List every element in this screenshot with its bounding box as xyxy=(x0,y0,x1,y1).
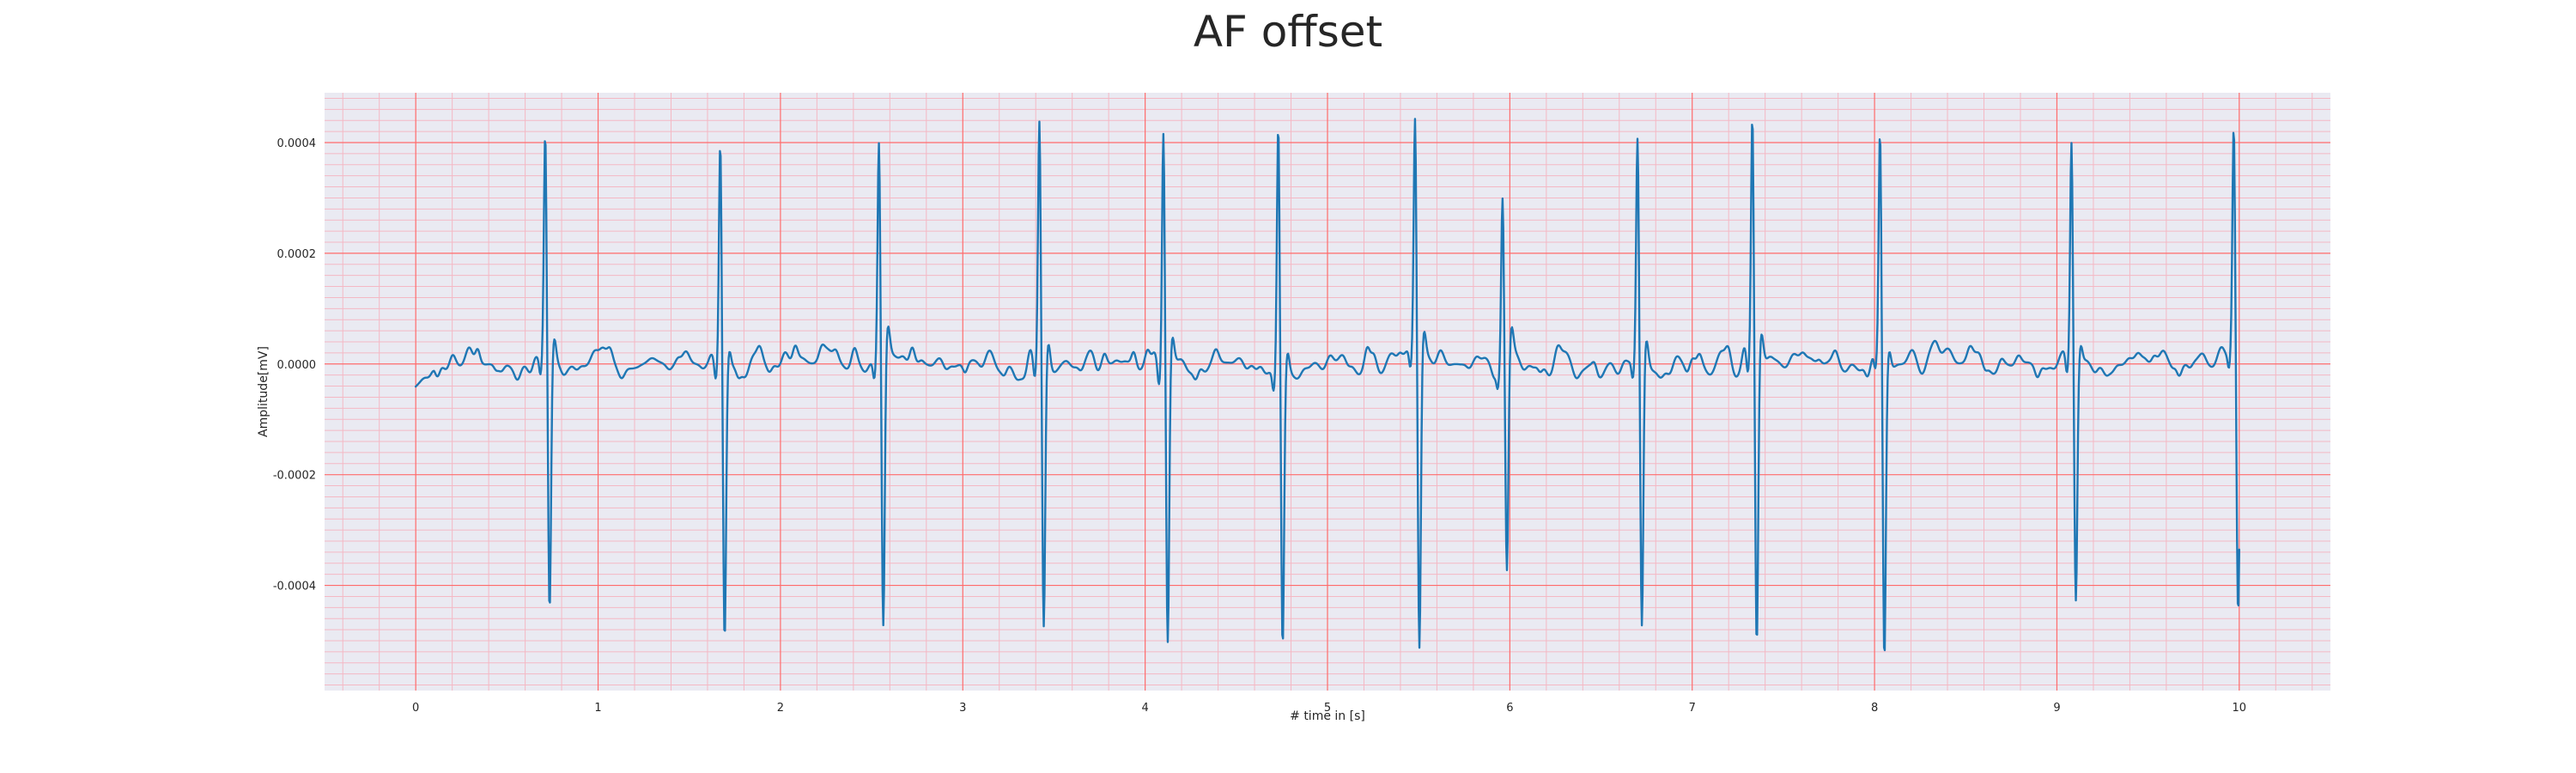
x-tick-label: 7 xyxy=(1689,702,1696,715)
x-axis-ticks: 0 1 2 3 4 5 6 7 8 9 10 xyxy=(412,702,2246,715)
x-tick-label: 4 xyxy=(1141,702,1148,715)
y-axis-label: Amplitude[mV] xyxy=(257,346,270,437)
chart-title: AF offset xyxy=(1194,7,1382,57)
x-tick-label: 9 xyxy=(2053,702,2060,715)
y-tick-label: 0.0004 xyxy=(277,137,317,150)
x-tick-label: 0 xyxy=(412,702,419,715)
x-tick-label: 3 xyxy=(959,702,966,715)
x-tick-label: 5 xyxy=(1324,702,1331,715)
y-tick-label: 0.0002 xyxy=(277,248,317,261)
x-tick-label: 8 xyxy=(1871,702,1878,715)
x-tick-label: 6 xyxy=(1506,702,1513,715)
y-tick-label: 0.0000 xyxy=(277,359,317,372)
y-tick-label: -0.0004 xyxy=(273,581,316,593)
major-grid xyxy=(325,93,2330,691)
x-tick-label: 1 xyxy=(594,702,601,715)
x-axis-label: # time in [s] xyxy=(1290,709,1365,723)
y-axis-ticks: -0.0004 -0.0002 0.0000 0.0002 0.0004 xyxy=(273,137,316,593)
ecg-signal-line xyxy=(414,118,2241,652)
x-tick-label: 2 xyxy=(777,702,784,715)
x-tick-label: 10 xyxy=(2233,702,2247,715)
y-tick-label: -0.0002 xyxy=(273,470,316,483)
